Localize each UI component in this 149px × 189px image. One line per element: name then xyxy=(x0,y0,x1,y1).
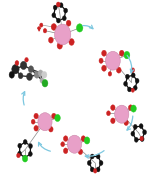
Circle shape xyxy=(128,105,133,110)
Circle shape xyxy=(61,142,65,147)
Circle shape xyxy=(55,114,60,122)
Circle shape xyxy=(22,155,28,162)
Circle shape xyxy=(111,105,115,110)
Circle shape xyxy=(81,136,86,141)
Circle shape xyxy=(78,149,83,155)
Circle shape xyxy=(131,131,135,136)
Circle shape xyxy=(37,27,41,31)
Circle shape xyxy=(105,51,120,70)
Circle shape xyxy=(99,160,103,165)
Circle shape xyxy=(56,18,60,23)
Circle shape xyxy=(133,85,137,90)
Circle shape xyxy=(17,153,20,158)
Circle shape xyxy=(99,58,103,63)
Circle shape xyxy=(38,70,43,76)
Circle shape xyxy=(18,151,21,156)
Circle shape xyxy=(36,29,38,32)
Circle shape xyxy=(115,105,129,123)
Circle shape xyxy=(57,42,62,49)
Circle shape xyxy=(52,113,56,119)
Circle shape xyxy=(49,126,53,132)
Circle shape xyxy=(34,125,38,131)
Circle shape xyxy=(62,16,66,21)
Circle shape xyxy=(90,154,94,159)
Circle shape xyxy=(28,152,32,156)
Circle shape xyxy=(125,74,129,79)
Circle shape xyxy=(133,124,137,129)
Circle shape xyxy=(25,57,28,62)
Circle shape xyxy=(96,167,100,172)
Circle shape xyxy=(116,67,121,73)
Circle shape xyxy=(43,29,47,33)
Circle shape xyxy=(107,111,110,116)
Circle shape xyxy=(20,61,27,70)
Circle shape xyxy=(90,167,94,172)
Circle shape xyxy=(27,73,32,81)
Circle shape xyxy=(52,13,56,18)
Circle shape xyxy=(34,113,38,119)
Circle shape xyxy=(128,87,131,92)
Circle shape xyxy=(143,130,146,135)
Circle shape xyxy=(9,71,14,78)
Circle shape xyxy=(18,73,23,79)
Circle shape xyxy=(15,60,19,65)
Circle shape xyxy=(87,160,91,165)
Circle shape xyxy=(124,81,127,86)
Circle shape xyxy=(93,169,97,173)
Circle shape xyxy=(102,65,106,71)
Circle shape xyxy=(64,8,68,13)
Circle shape xyxy=(111,118,115,124)
Circle shape xyxy=(55,24,71,45)
Circle shape xyxy=(40,23,43,27)
Circle shape xyxy=(51,24,56,30)
Circle shape xyxy=(29,144,32,149)
Circle shape xyxy=(23,155,27,160)
Circle shape xyxy=(66,20,71,26)
Circle shape xyxy=(96,154,100,159)
Circle shape xyxy=(76,24,83,32)
Circle shape xyxy=(40,29,42,32)
Circle shape xyxy=(59,3,63,8)
Circle shape xyxy=(42,71,47,78)
Circle shape xyxy=(140,137,144,142)
Circle shape xyxy=(124,51,130,59)
Circle shape xyxy=(131,73,135,78)
Circle shape xyxy=(38,113,52,131)
Circle shape xyxy=(67,135,82,153)
Circle shape xyxy=(53,5,57,10)
Circle shape xyxy=(63,148,68,154)
Circle shape xyxy=(131,88,134,92)
Circle shape xyxy=(131,68,135,72)
Circle shape xyxy=(63,136,68,141)
Circle shape xyxy=(108,72,112,76)
Circle shape xyxy=(131,105,136,112)
Circle shape xyxy=(139,124,143,129)
Circle shape xyxy=(12,64,19,74)
Circle shape xyxy=(34,71,39,78)
Circle shape xyxy=(49,37,53,43)
Circle shape xyxy=(134,137,138,142)
Circle shape xyxy=(56,2,60,7)
Circle shape xyxy=(28,66,34,73)
Circle shape xyxy=(40,78,44,83)
Circle shape xyxy=(42,80,48,87)
Circle shape xyxy=(18,143,22,148)
Circle shape xyxy=(69,39,74,45)
Circle shape xyxy=(140,136,143,141)
Circle shape xyxy=(31,119,35,124)
Circle shape xyxy=(23,139,27,144)
Circle shape xyxy=(135,78,139,83)
Circle shape xyxy=(84,137,90,144)
Circle shape xyxy=(119,50,124,56)
Circle shape xyxy=(124,120,128,125)
Circle shape xyxy=(102,50,106,56)
